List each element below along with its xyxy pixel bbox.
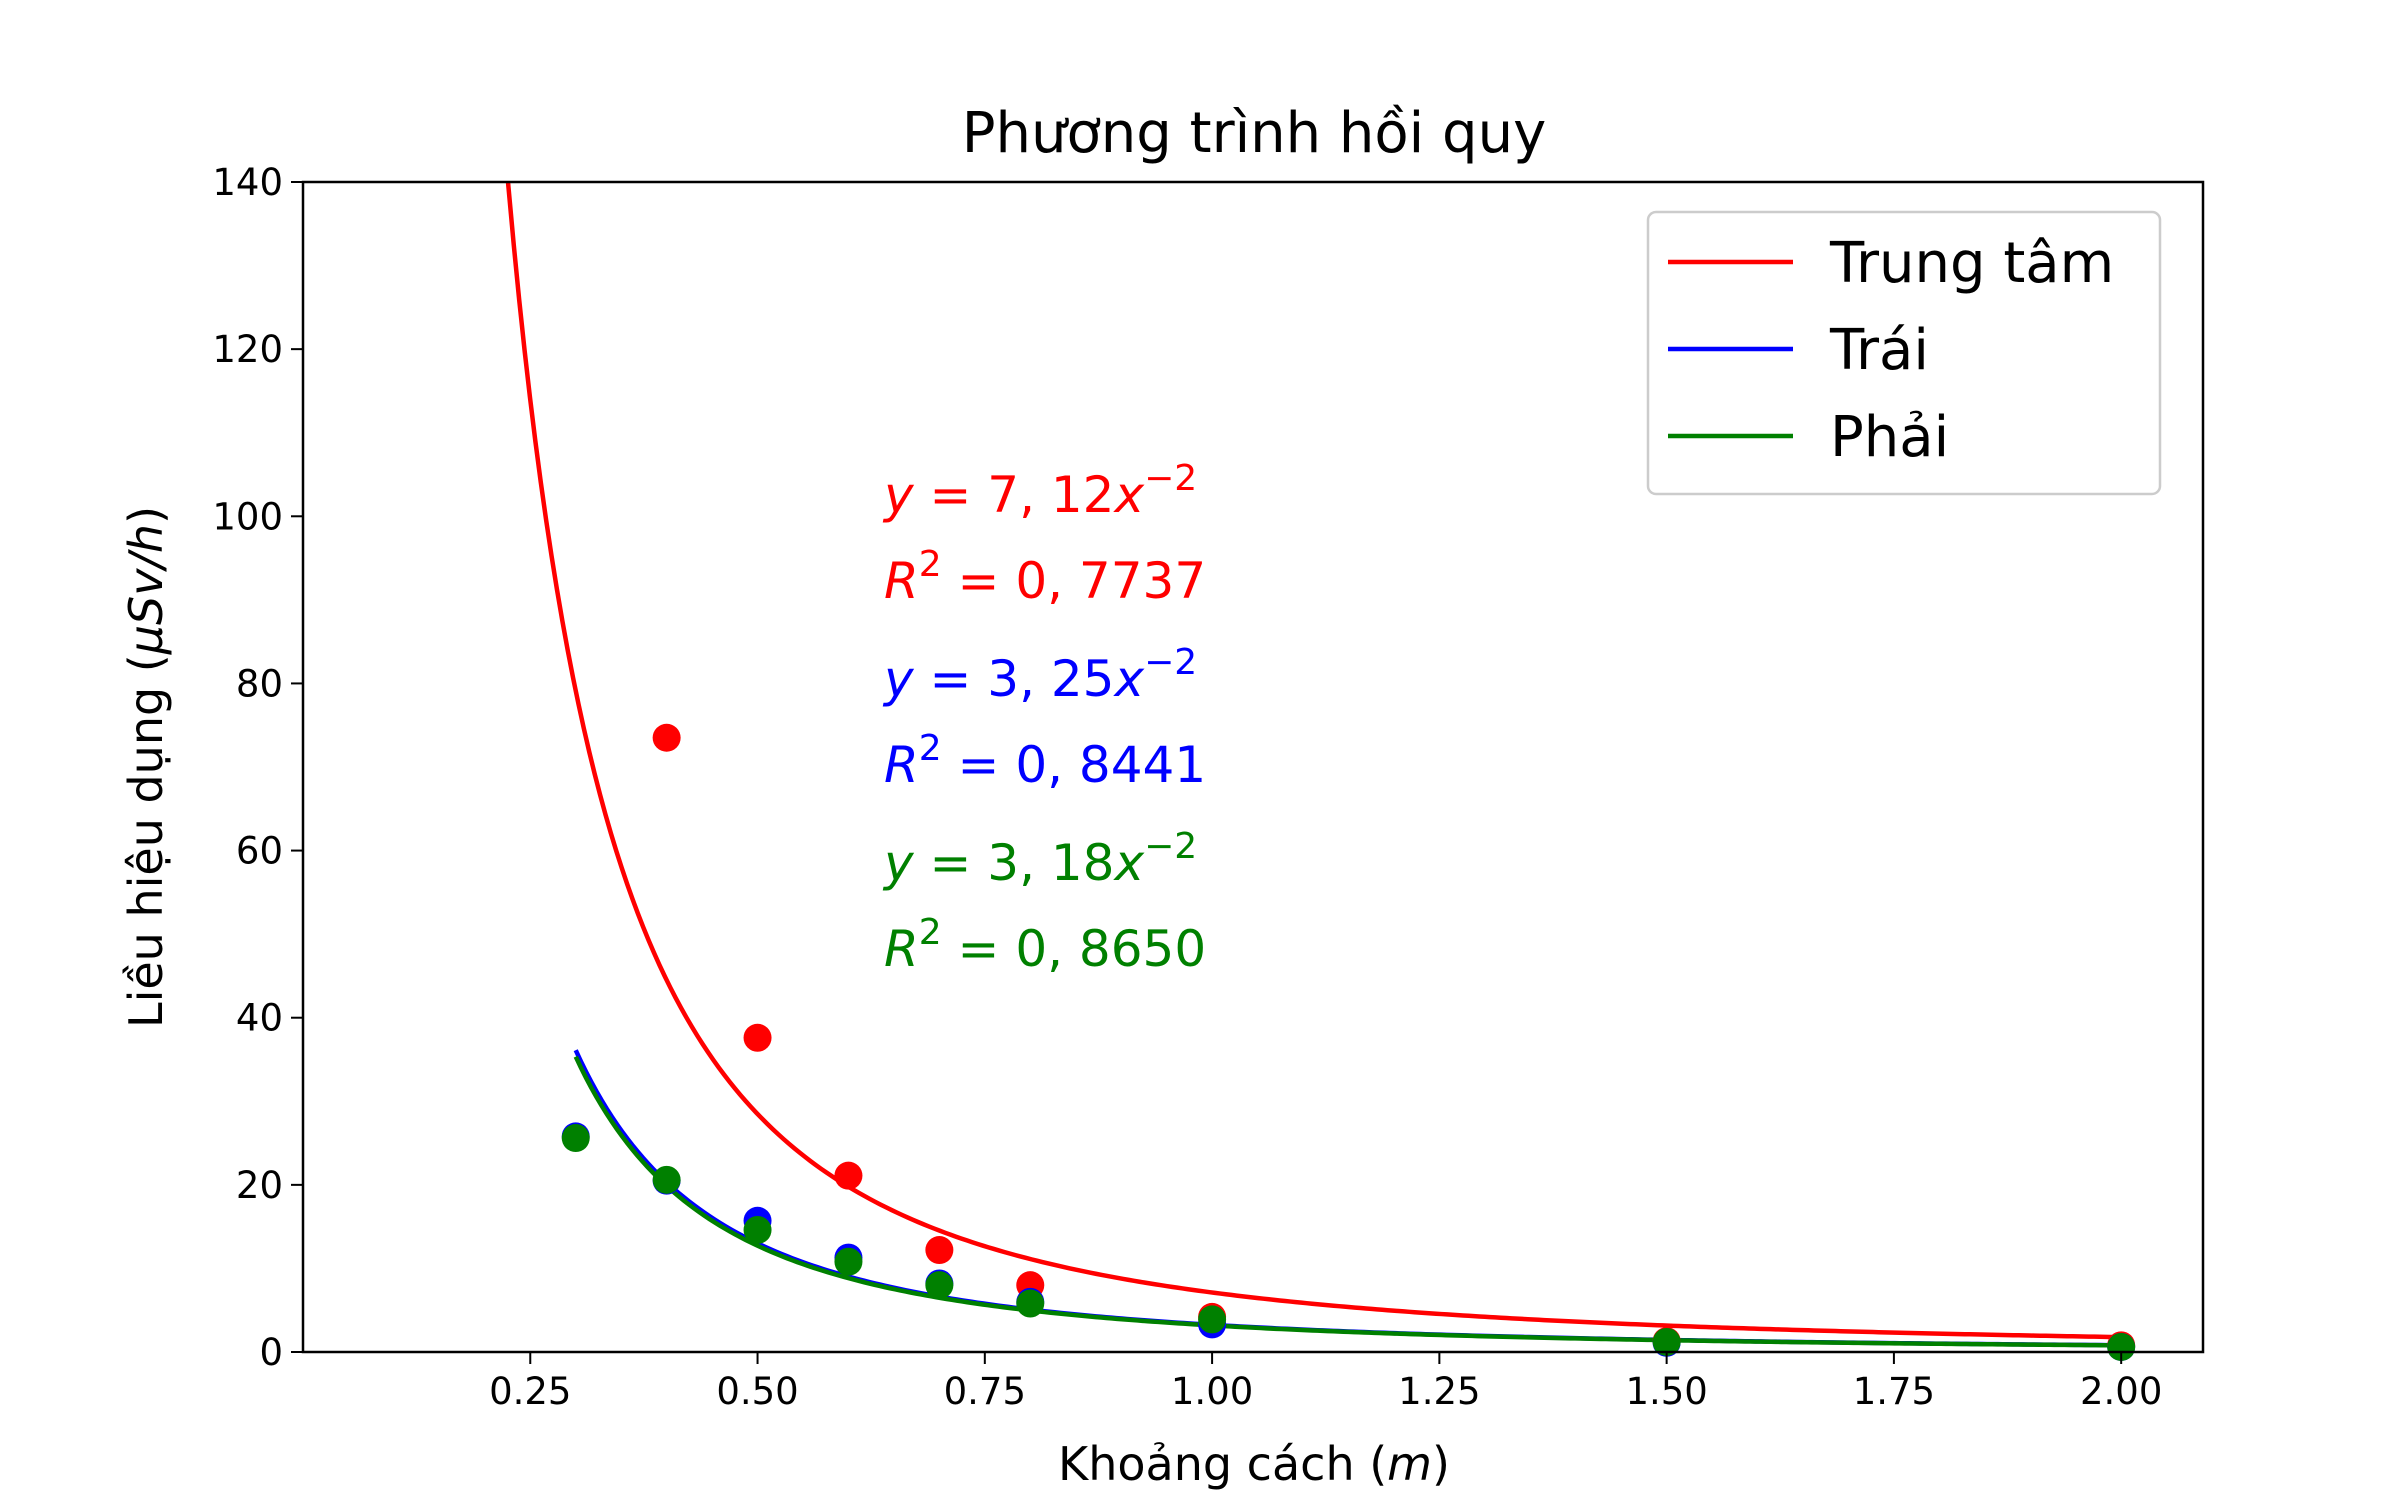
data-point — [834, 1247, 863, 1276]
legend-box — [1646, 210, 2162, 496]
x-tick-label: 1.75 — [1853, 1370, 1935, 1413]
x-axis-title-unit: m — [1387, 1437, 1432, 1491]
x-tick-label: 1.25 — [1398, 1370, 1480, 1413]
y-axis-title-suffix: ) — [119, 506, 173, 524]
r-squared: R2 = 0, 7737 — [884, 544, 1206, 610]
fit-curve-2 — [573, 1055, 2122, 1348]
data-point — [743, 1215, 772, 1244]
data-point — [1016, 1289, 1045, 1318]
x-tick-label: 0.25 — [489, 1370, 571, 1413]
y-tick-label: 60 — [236, 830, 283, 873]
x-axis-ticks: 0.25 0.50 0.75 1.00 1.25 1.50 1.75 2.00 — [489, 1352, 2162, 1413]
data-point — [834, 1161, 863, 1190]
data-point — [1652, 1327, 1681, 1356]
r-squared: R2 = 0, 8441 — [884, 728, 1206, 794]
fit-curves — [505, 182, 2122, 1348]
regression-equations: y = 7, 12x−2 R2 = 0, 7737 y = 3, 25x−2 R2 =… — [882, 458, 1206, 978]
x-tick-label: 2.00 — [2080, 1370, 2162, 1413]
data-point — [1198, 1305, 1227, 1334]
legend-label: Trung tâm — [1829, 231, 2114, 296]
y-tick-label: 80 — [236, 662, 283, 705]
data-point — [652, 723, 681, 752]
chart-title: Phương trình hồi quy — [962, 101, 1546, 166]
y-axis-title-unit: µSv/h — [119, 524, 173, 655]
plot-frame — [301, 180, 2205, 1354]
x-tick-label: 1.50 — [1625, 1370, 1707, 1413]
legend-label: Trái — [1829, 318, 1929, 383]
data-point — [652, 1165, 681, 1194]
regression-equation: y = 3, 25x−2 — [882, 642, 1197, 708]
legend: Trung tâm Trái Phải — [1646, 210, 2162, 496]
y-tick-label: 100 — [212, 495, 283, 538]
legend-label: Phải — [1830, 405, 1949, 470]
r-squared: R2 = 0, 8650 — [884, 912, 1206, 978]
x-axis-title-suffix: ) — [1432, 1437, 1450, 1491]
y-tick-label: 120 — [212, 328, 283, 371]
y-tick-label: 20 — [236, 1164, 283, 1207]
x-tick-label: 1.00 — [1171, 1370, 1253, 1413]
x-axis-title: Khoảng cách (m) — [1058, 1437, 1450, 1491]
data-point — [561, 1124, 590, 1153]
y-tick-label: 0 — [259, 1331, 283, 1374]
fit-curve-0 — [505, 182, 2122, 1340]
y-tick-label: 40 — [236, 997, 283, 1040]
x-tick-label: 0.50 — [716, 1370, 798, 1413]
x-tick-label: 0.75 — [944, 1370, 1026, 1413]
data-point — [925, 1236, 954, 1265]
data-point — [2107, 1332, 2136, 1361]
data-points — [561, 723, 2136, 1361]
y-axis-title: Liều hiệu dụng (µSv/h) — [119, 506, 173, 1028]
x-axis-title-prefix: Khoảng cách ( — [1058, 1437, 1387, 1491]
data-point — [743, 1023, 772, 1052]
y-axis-title-prefix: Liều hiệu dụng ( — [119, 654, 173, 1028]
fit-curve-1 — [573, 1049, 2122, 1348]
y-axis-ticks: 0 20 40 60 80 100 120 140 — [212, 161, 303, 1374]
data-point — [925, 1271, 954, 1300]
y-tick-label: 140 — [212, 161, 283, 204]
regression-equation: y = 3, 18x−2 — [882, 826, 1197, 892]
regression-equation: y = 7, 12x−2 — [882, 458, 1197, 524]
